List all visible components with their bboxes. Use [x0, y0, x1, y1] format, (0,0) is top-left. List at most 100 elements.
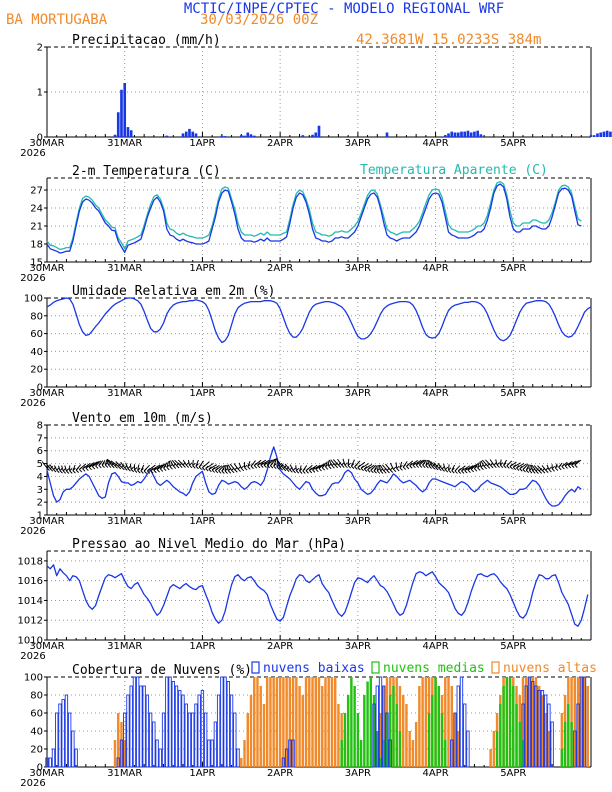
wind-arrowhead	[237, 468, 241, 472]
cloud-bar-nuvens-medias	[385, 713, 389, 767]
wind-vector	[171, 459, 177, 466]
wind-arrowhead	[425, 465, 429, 469]
wind-arrowhead	[519, 465, 523, 470]
wind-arrowhead	[137, 470, 141, 474]
cloud-bar-nuvens-baixas	[181, 694, 185, 768]
wind-arrowhead	[98, 465, 102, 469]
wind-arrowhead	[399, 467, 403, 471]
y-tick-label: 8	[37, 421, 43, 432]
wind-vector	[284, 463, 291, 471]
cloud-bar-nuvens-altas	[537, 686, 541, 767]
cloud-bar-nuvens-altas	[489, 749, 492, 767]
wind-arrowhead	[357, 467, 361, 471]
wind-arrowhead	[571, 464, 575, 468]
panel-title: Cobertura de Nuvens (%)	[72, 663, 252, 678]
wind-arrowhead	[192, 465, 196, 469]
y-tick-label: 20	[30, 745, 43, 756]
wind-vector	[479, 461, 482, 468]
x-tick-label: 30MAR	[29, 516, 64, 527]
wind-vector	[342, 458, 346, 466]
cloud-bar-nuvens-medias	[382, 740, 385, 767]
cloud-bar-nuvens-altas	[450, 686, 453, 767]
wind-arrowhead	[72, 470, 76, 474]
wind-vector	[45, 462, 51, 470]
wind-vector	[395, 462, 398, 469]
panel-humidity: 0 20 40 60 80 100 30MAR 31MAR 1APR 2APR 3APR 4APR 5A…	[20, 284, 592, 409]
wind-arrowhead	[185, 464, 190, 468]
cloud-bar-nuvens-baixas	[453, 712, 457, 768]
wind-arrowhead	[156, 469, 160, 473]
wind-arrowhead	[202, 464, 206, 469]
wind-arrowhead	[529, 470, 533, 474]
precip-bar	[181, 133, 185, 137]
wind-arrowhead	[474, 465, 478, 470]
wind-arrowhead	[461, 468, 465, 472]
cloud-bar-nuvens-medias	[398, 731, 402, 767]
cloud-bar-nuvens-baixas	[579, 676, 583, 768]
wind-arrowhead	[79, 469, 83, 473]
precip-bar	[239, 135, 243, 137]
cloud-bar-nuvens-baixas	[129, 685, 133, 768]
wind-arrowhead	[490, 465, 494, 469]
wind-arrowhead	[483, 466, 487, 470]
wind-vector	[277, 460, 281, 468]
x-tick-label: 5APR	[500, 768, 526, 779]
cloud-bar-nuvens-altas	[418, 686, 421, 767]
wind-arrowhead	[509, 463, 513, 467]
wind-vector	[278, 461, 284, 469]
wind-vector	[192, 459, 194, 466]
wind-arrowhead	[402, 466, 407, 470]
wind-arrowhead	[49, 468, 54, 472]
wind-arrowhead	[561, 466, 565, 470]
x-tick-label: 4APR	[422, 138, 448, 149]
precip-bar	[450, 131, 454, 137]
wind-arrowhead	[240, 467, 245, 472]
cloud-bar-nuvens-baixas	[203, 712, 208, 768]
header-location: BA MORTUGABA	[6, 12, 108, 28]
wind-arrowhead	[321, 467, 326, 471]
precip-bar	[126, 127, 130, 137]
wind-vector	[58, 465, 61, 471]
wind-arrowhead	[367, 466, 371, 471]
x-tick-label: 3APR	[345, 641, 371, 652]
cloud-bar-nuvens-altas	[411, 740, 415, 767]
wind-arrowhead	[538, 470, 543, 474]
wind-arrowhead	[111, 464, 115, 469]
wind-arrowhead	[376, 470, 381, 474]
cloud-bar-nuvens-altas	[576, 677, 580, 767]
wind-arrowhead	[373, 470, 377, 474]
wind-vector	[170, 460, 174, 467]
cloud-bar-nuvens-baixas	[291, 739, 295, 768]
header-coordinates: 42.3681W 15.0233S 384m	[356, 32, 541, 48]
wind-vector	[289, 464, 294, 471]
wind-arrowhead	[551, 468, 555, 472]
cloud-bar-nuvens-altas	[330, 677, 334, 767]
x-tick-label: 31MAR	[107, 138, 142, 149]
precip-bar	[188, 128, 191, 137]
apparent-temperature-line	[46, 180, 582, 251]
cloud-bar-nuvens-baixas	[213, 721, 218, 768]
wind-arrowhead	[224, 468, 228, 472]
wind-arrowhead	[302, 470, 306, 474]
wind-arrowhead	[257, 464, 261, 469]
x-tick-label: 31MAR	[107, 263, 142, 274]
wind-arrowhead	[263, 462, 267, 466]
wind-arrowhead	[555, 465, 559, 469]
cloud-bar-nuvens-baixas	[174, 685, 179, 768]
wind-arrowhead	[542, 470, 546, 474]
wind-vector	[385, 463, 391, 471]
cloud-bar-nuvens-altas	[308, 677, 311, 767]
cloud-bar-nuvens-altas	[586, 686, 589, 767]
precip-bar	[311, 134, 314, 137]
cloud-bar-nuvens-baixas	[550, 721, 554, 768]
cloud-bar-nuvens-baixas	[210, 739, 214, 768]
cloud-bar-nuvens-baixas	[576, 703, 580, 768]
cloud-bar-nuvens-altas	[528, 677, 531, 767]
wind-arrowhead	[143, 468, 147, 472]
wind-vector	[174, 459, 181, 466]
wind-vector	[178, 459, 184, 466]
wind-arrowhead	[363, 466, 368, 470]
wind-arrowhead	[163, 465, 167, 469]
wind-arrowhead	[467, 467, 471, 471]
temperature-line	[46, 183, 582, 254]
